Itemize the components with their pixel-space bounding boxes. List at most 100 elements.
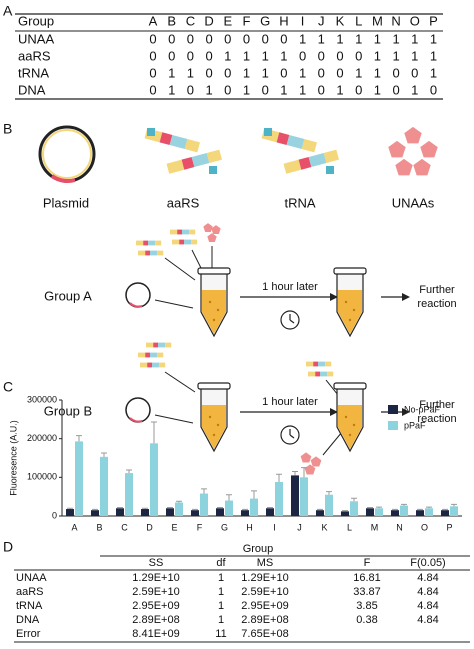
table-cell: 0 bbox=[392, 82, 399, 97]
table-cell: 0 bbox=[318, 48, 325, 63]
table-cell: 1 bbox=[262, 65, 269, 80]
table-header: B bbox=[167, 13, 176, 28]
table-cell: 0 bbox=[224, 65, 231, 80]
bar bbox=[316, 510, 324, 516]
bar bbox=[225, 500, 233, 516]
x-tick-label: B bbox=[96, 522, 102, 532]
component-label: tRNA bbox=[284, 195, 315, 210]
table-cell: 1.29E+10 bbox=[241, 572, 288, 584]
error-bar bbox=[376, 506, 382, 509]
bar bbox=[425, 508, 433, 516]
table-cell: 1 bbox=[374, 48, 381, 63]
table-cell: 8.41E+09 bbox=[132, 628, 179, 640]
panel-label: D bbox=[3, 539, 13, 555]
table-cell: DNA bbox=[16, 614, 40, 626]
bar bbox=[116, 508, 124, 516]
table-header: F bbox=[243, 13, 251, 28]
error-bar bbox=[442, 508, 448, 511]
error-bar bbox=[76, 435, 82, 442]
y-tick-label: 200000 bbox=[27, 433, 57, 443]
legend-swatch bbox=[388, 405, 398, 414]
table-cell: 0 bbox=[336, 48, 343, 63]
table-cell: 4.84 bbox=[417, 614, 438, 626]
error-bar bbox=[242, 508, 248, 511]
table-cell: 1 bbox=[243, 65, 250, 80]
table-cell: 1 bbox=[336, 82, 343, 97]
table-cell: 1 bbox=[374, 31, 381, 46]
table-header: P bbox=[429, 13, 438, 28]
x-tick-label: K bbox=[321, 522, 327, 532]
error-bar bbox=[251, 490, 257, 499]
panel-label: B bbox=[3, 121, 12, 137]
bar bbox=[450, 506, 458, 516]
table-cell: 1 bbox=[205, 82, 212, 97]
table-cell: 0 bbox=[336, 65, 343, 80]
table-cell: 1 bbox=[318, 31, 325, 46]
legend-label: pPaF bbox=[404, 420, 426, 430]
table-cell: 0 bbox=[280, 31, 287, 46]
bar bbox=[216, 508, 224, 516]
x-tick-label: E bbox=[171, 522, 177, 532]
bar bbox=[391, 510, 399, 516]
table-cell: 1.29E+10 bbox=[132, 572, 179, 584]
table-cell: 1 bbox=[168, 82, 175, 97]
bar bbox=[441, 510, 449, 516]
table-cell: 0 bbox=[187, 31, 194, 46]
table-cell: 1 bbox=[374, 65, 381, 80]
bar bbox=[150, 443, 158, 516]
bar bbox=[341, 511, 349, 516]
error-bar bbox=[101, 452, 107, 457]
table-cell: DNA bbox=[18, 82, 46, 97]
table-cell: 0 bbox=[392, 65, 399, 80]
error-bar bbox=[126, 469, 132, 474]
table-cell: 0 bbox=[224, 82, 231, 97]
table-cell: 0 bbox=[280, 65, 287, 80]
x-tick-label: I bbox=[273, 522, 276, 532]
table-cell: Error bbox=[16, 628, 41, 640]
table-cell: 0 bbox=[187, 48, 194, 63]
table-cell: 11 bbox=[215, 628, 226, 640]
bar bbox=[350, 501, 358, 516]
x-tick-label: M bbox=[371, 522, 379, 532]
group-label: Group A bbox=[44, 288, 92, 303]
table-header: L bbox=[355, 13, 362, 28]
x-tick-label: D bbox=[146, 522, 153, 532]
table-cell: 1 bbox=[374, 82, 381, 97]
table-cell: 0 bbox=[318, 65, 325, 80]
table-cell: 0 bbox=[205, 48, 212, 63]
table-cell: 0 bbox=[224, 31, 231, 46]
table-cell: 1 bbox=[280, 48, 287, 63]
bar bbox=[300, 477, 308, 516]
table-cell: 2.95E+09 bbox=[132, 600, 179, 612]
bar bbox=[275, 481, 283, 516]
table-cell: aaRS bbox=[16, 586, 44, 598]
error-bar bbox=[167, 506, 173, 509]
table-cell: 0 bbox=[205, 65, 212, 80]
table-header: SS bbox=[149, 557, 164, 569]
error-bar bbox=[417, 508, 423, 511]
error-bar bbox=[217, 506, 223, 509]
table-cell: 0 bbox=[187, 82, 194, 97]
error-bar bbox=[392, 508, 398, 511]
component-label: UNAAs bbox=[392, 195, 435, 210]
x-tick-label: H bbox=[246, 522, 253, 532]
table-cell: 1 bbox=[355, 65, 362, 80]
table-cell: 4.84 bbox=[417, 572, 438, 584]
arrow-label: 1 hour later bbox=[262, 396, 318, 408]
table-cell: 0 bbox=[262, 31, 269, 46]
error-bar bbox=[367, 506, 373, 509]
table-cell: 1 bbox=[262, 48, 269, 63]
result-label: Further bbox=[419, 399, 455, 411]
error-bar bbox=[292, 471, 298, 476]
table-header: df bbox=[216, 557, 226, 569]
error-bar bbox=[67, 507, 73, 510]
table-cell: 1 bbox=[299, 82, 306, 97]
table-cell: 0 bbox=[262, 82, 269, 97]
error-bar bbox=[342, 510, 348, 512]
table-cell: UNAA bbox=[16, 572, 47, 584]
error-bar bbox=[92, 508, 98, 511]
table-cell: 1 bbox=[224, 48, 231, 63]
table-cell: 2.95E+09 bbox=[241, 600, 288, 612]
table-header: F bbox=[364, 557, 371, 569]
table-cell: 1 bbox=[218, 586, 224, 598]
